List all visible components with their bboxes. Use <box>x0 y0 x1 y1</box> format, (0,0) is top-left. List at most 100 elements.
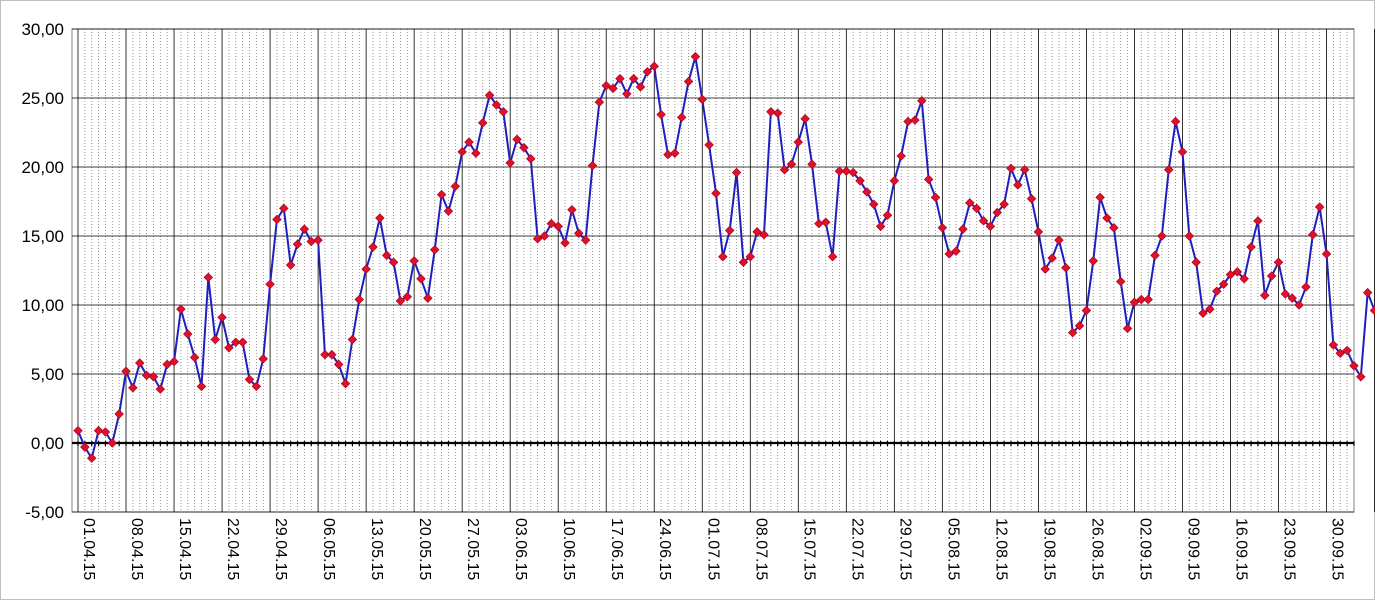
data-point <box>821 217 831 227</box>
x-tick-label: 08.07.15 <box>752 518 769 580</box>
data-point <box>265 279 275 290</box>
data-point <box>567 205 577 215</box>
data-point <box>1287 293 1297 303</box>
data-point <box>1198 308 1208 319</box>
data-point <box>135 358 145 368</box>
data-point <box>656 109 666 120</box>
x-tick-label: 20.05.15 <box>416 518 433 580</box>
x-tick-label: 03.06.15 <box>512 518 529 580</box>
x-tick-label: 30.09.15 <box>1329 518 1346 580</box>
data-point <box>1067 327 1078 338</box>
data-point <box>800 113 810 124</box>
data-point <box>292 239 303 250</box>
data-point <box>738 257 749 267</box>
data-point <box>231 337 241 347</box>
x-tick-label: 05.08.15 <box>944 518 961 580</box>
minor-gridlines <box>84 29 1355 512</box>
data-point <box>704 140 714 150</box>
data-point <box>615 73 625 84</box>
data-point <box>1088 256 1099 266</box>
data-point <box>203 272 214 283</box>
data-point <box>1280 289 1291 299</box>
data-point <box>258 354 268 364</box>
data-point <box>855 176 865 186</box>
y-tick-label: 5,00 <box>31 365 64 384</box>
data-point <box>944 249 954 259</box>
data-point <box>937 222 948 233</box>
data-point <box>251 381 262 392</box>
data-point <box>951 246 961 256</box>
data-point <box>532 234 543 244</box>
data-point <box>539 231 550 241</box>
data-point <box>1328 340 1339 350</box>
data-point <box>354 294 364 305</box>
data-point <box>896 151 906 161</box>
data-point <box>512 134 522 145</box>
data-point <box>128 383 138 393</box>
x-tick-label: 29.07.15 <box>896 518 913 580</box>
data-point <box>1150 250 1160 261</box>
data-point <box>958 224 968 234</box>
data-point <box>1273 257 1284 267</box>
data-point <box>1129 297 1140 307</box>
data-point <box>1040 264 1050 274</box>
data-point <box>1033 227 1044 237</box>
data-point <box>978 216 989 226</box>
data-point <box>786 159 797 169</box>
data-point <box>1342 345 1352 356</box>
data-point <box>1239 274 1249 284</box>
y-tick-label: 30,00 <box>21 20 64 39</box>
data-point <box>285 260 296 270</box>
data-point <box>635 82 646 92</box>
data-point <box>1081 305 1092 316</box>
data-point <box>519 142 529 153</box>
data-point <box>930 192 941 203</box>
data-point <box>608 83 618 94</box>
x-tick-label: 06.05.15 <box>320 518 337 580</box>
data-point <box>1212 286 1222 296</box>
data-point <box>333 359 344 370</box>
y-tick-label: 20,00 <box>21 158 64 177</box>
data-point <box>882 210 893 221</box>
data-point <box>183 329 193 339</box>
data-point <box>807 159 817 169</box>
data-point <box>1246 242 1256 252</box>
data-point <box>1184 231 1195 241</box>
data-point <box>1260 290 1270 301</box>
data-point <box>759 229 769 240</box>
y-tick-label: 25,00 <box>21 89 64 108</box>
data-point <box>279 203 289 214</box>
data-point <box>1164 165 1174 175</box>
data-point <box>1218 279 1229 290</box>
data-point <box>724 225 735 236</box>
x-tick-label: 15.04.15 <box>176 518 193 580</box>
data-point <box>423 293 433 303</box>
data-point <box>628 73 639 84</box>
data-point <box>574 228 584 238</box>
data-point <box>1308 229 1318 240</box>
data-point <box>375 213 385 223</box>
data-point <box>498 107 509 117</box>
data-point <box>745 251 756 262</box>
data-point <box>594 97 605 107</box>
data-point <box>923 174 934 185</box>
data-point <box>272 214 282 225</box>
data-point <box>875 221 886 232</box>
data-point <box>505 158 515 168</box>
data-point <box>1349 360 1359 371</box>
data-point <box>1232 267 1243 277</box>
data-point <box>1074 320 1085 331</box>
data-point <box>210 334 220 345</box>
data-point <box>917 96 927 106</box>
data-point <box>718 251 728 262</box>
data-point <box>395 296 406 306</box>
data-point <box>1253 216 1263 226</box>
data-point <box>1115 276 1126 287</box>
x-tick-label: 08.04.15 <box>128 518 145 580</box>
data-point <box>1205 304 1215 314</box>
data-point <box>107 438 118 448</box>
data-point <box>237 337 248 347</box>
data-point <box>189 352 200 363</box>
data-point <box>546 218 557 229</box>
